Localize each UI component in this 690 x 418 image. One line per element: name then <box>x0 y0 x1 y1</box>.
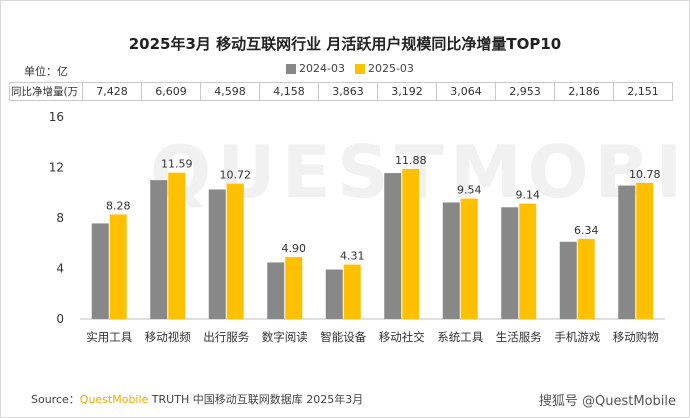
bar-2024 <box>91 223 109 319</box>
net-increase-value: 3,192 <box>377 82 437 101</box>
bar-2024 <box>442 202 460 319</box>
net-increase-value: 3,863 <box>318 82 378 101</box>
x-tick-label: 实用工具 <box>86 330 132 344</box>
net-increase-label: 同比净增量(万 <box>9 82 83 101</box>
bar-2025 <box>636 182 654 319</box>
y-tick-label: 16 <box>49 110 64 124</box>
x-tick-label: 移动视频 <box>145 330 191 344</box>
bar-2025 <box>519 203 537 319</box>
y-tick-label: 4 <box>56 262 64 276</box>
net-increase-value: 6,609 <box>141 82 201 101</box>
data-label: 9.14 <box>516 189 541 202</box>
data-label: 4.31 <box>340 250 365 263</box>
legend-item-2024: 2024-03 <box>286 62 345 75</box>
data-label: 11.88 <box>395 154 427 167</box>
source-brand: QuestMobile <box>79 393 149 406</box>
bar-2025 <box>577 238 595 319</box>
legend-label-2025: 2025-03 <box>367 62 414 75</box>
data-label: 4.90 <box>282 242 307 255</box>
source-note: Source：QuestMobile TRUTH 中国移动互联网数据库 2025… <box>31 391 363 407</box>
x-tick-label: 出行服务 <box>203 330 249 344</box>
data-label: 10.72 <box>220 169 252 182</box>
unit-label: 单位：亿 <box>24 65 68 78</box>
legend-swatch-2025 <box>354 63 365 74</box>
bar-2024 <box>618 185 636 319</box>
legend-item-2025: 2025-03 <box>354 62 414 75</box>
net-increase-row: 同比净增量(万 7,428 6,609 4,598 4,158 3,863 3,… <box>9 82 673 101</box>
bar-2025 <box>285 257 303 319</box>
data-label: 11.59 <box>161 158 193 171</box>
bar-2025 <box>168 172 186 319</box>
data-label: 8.28 <box>106 199 131 212</box>
bar-2025 <box>460 198 478 319</box>
bar-2024 <box>501 207 519 319</box>
bar-2025 <box>343 264 361 319</box>
x-tick-label: 数字阅读 <box>262 330 308 344</box>
x-tick-label: 手机游戏 <box>554 330 600 344</box>
bar-2024 <box>384 173 402 319</box>
bar-2024 <box>559 241 577 319</box>
legend-label-2024: 2024-03 <box>299 62 345 75</box>
x-tick-label: 系统工具 <box>437 330 483 344</box>
data-label: 9.54 <box>457 184 482 197</box>
data-label: 10.78 <box>629 168 661 181</box>
bar-2025 <box>226 183 244 319</box>
bar-2024 <box>325 269 343 319</box>
y-tick-label: 12 <box>49 161 64 175</box>
source-prefix: Source： <box>31 393 80 406</box>
x-tick-label: 移动购物 <box>613 330 659 344</box>
net-increase-table: 同比净增量(万 7,428 6,609 4,598 4,158 3,863 3,… <box>9 82 673 101</box>
data-label: 6.34 <box>574 224 599 237</box>
x-tick-label: 智能设备 <box>320 330 366 344</box>
bar-2024 <box>208 189 226 319</box>
source-text: TRUTH 中国移动互联网数据库 2025年3月 <box>148 393 364 406</box>
x-tick-label: 移动社交 <box>379 330 425 344</box>
bar-2025 <box>402 169 420 319</box>
bar-2024 <box>150 180 168 319</box>
net-increase-value: 4,158 <box>259 82 319 101</box>
net-increase-value: 7,428 <box>82 82 142 101</box>
legend-swatch-2024 <box>286 63 296 74</box>
bar-2024 <box>267 262 285 319</box>
bar-2025 <box>109 214 127 319</box>
credit-text: 搜狐号 @QuestMobile <box>538 394 676 409</box>
x-tick-label: 生活服务 <box>496 330 542 344</box>
chart-title: 2025年3月 移动互联网行业 月活跃用户规模同比净增量TOP10 <box>128 35 562 53</box>
net-increase-value: 2,186 <box>554 82 614 101</box>
net-increase-value: 2,151 <box>613 82 673 101</box>
y-tick-label: 0 <box>56 312 64 326</box>
legend: 2024-03 2025-03 <box>286 62 424 75</box>
y-tick-label: 8 <box>56 211 64 225</box>
